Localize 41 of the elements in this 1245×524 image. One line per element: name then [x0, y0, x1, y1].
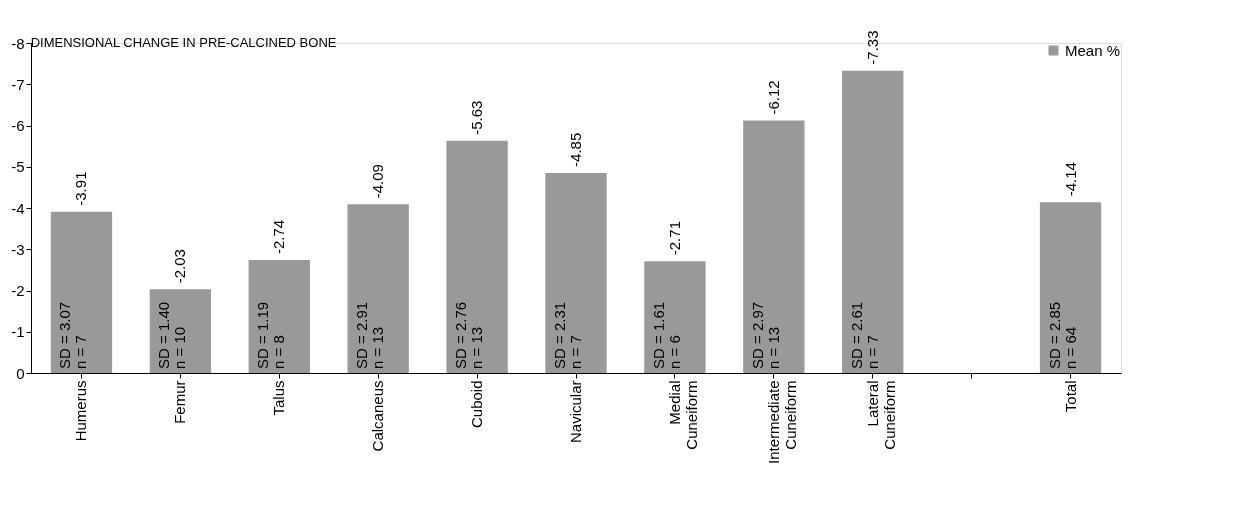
x-tick-label: Medial Cuneiform — [665, 380, 700, 450]
annotation: SD = 1.19 n = 8 — [254, 301, 288, 369]
x-tick-label: Calcaneus — [369, 380, 387, 452]
data-label: -2.03 — [171, 249, 189, 284]
x-tick-label: Cuboid — [468, 380, 486, 429]
y-tick-label: -3 — [11, 240, 25, 258]
annotation: SD = 2.61 n = 7 — [847, 301, 881, 369]
data-label: -4.09 — [369, 164, 387, 199]
x-tick-label: Talus — [270, 380, 288, 416]
legend-label: Mean % — [1065, 41, 1121, 59]
x-tick-label: Intermediate Cuneiform — [764, 380, 799, 464]
x-tick-label: Humerus — [72, 380, 90, 442]
data-label: -5.63 — [468, 100, 486, 135]
y-tick-label: 0 — [16, 364, 25, 382]
annotation: SD = 2.31 n = 7 — [551, 301, 584, 369]
y-tick-label: -5 — [11, 158, 25, 176]
annotation: SD = 3.07 n = 7 — [56, 301, 90, 369]
data-label: -2.74 — [270, 219, 288, 254]
data-label: -6.12 — [764, 80, 782, 115]
chart-title: DIMENSIONAL CHANGE IN PRE-CALCINED BONE — [30, 35, 337, 51]
x-tick-label: Lateral Cuneiform — [863, 380, 898, 450]
y-tick-label: -4 — [11, 199, 25, 217]
x-tick-label: Total — [1061, 380, 1079, 413]
y-tick-label: -7 — [11, 75, 25, 93]
annotation: SD = 2.97 n = 13 — [748, 301, 782, 369]
data-label: -3.91 — [72, 171, 90, 206]
annotation: SD = 2.91 n = 13 — [353, 301, 387, 369]
data-label: -2.71 — [665, 221, 683, 256]
data-label: -4.85 — [567, 132, 584, 167]
y-tick-label: -8 — [11, 34, 25, 52]
annotation: SD = 1.40 n = 10 — [155, 301, 189, 369]
annotation: SD = 1.61 n = 6 — [649, 301, 683, 369]
annotation: SD = 2.76 n = 13 — [452, 301, 486, 369]
data-label: -4.14 — [1061, 162, 1079, 197]
y-tick-label: -6 — [11, 117, 25, 134]
y-tick-label: -1 — [11, 323, 25, 341]
x-tick-label: Femur — [171, 380, 189, 424]
y-tick-label: -2 — [11, 282, 25, 299]
data-label: -7.33 — [863, 30, 881, 65]
x-tick-label: Navicular — [567, 380, 584, 444]
annotation: SD = 2.85 n = 64 — [1045, 301, 1079, 369]
